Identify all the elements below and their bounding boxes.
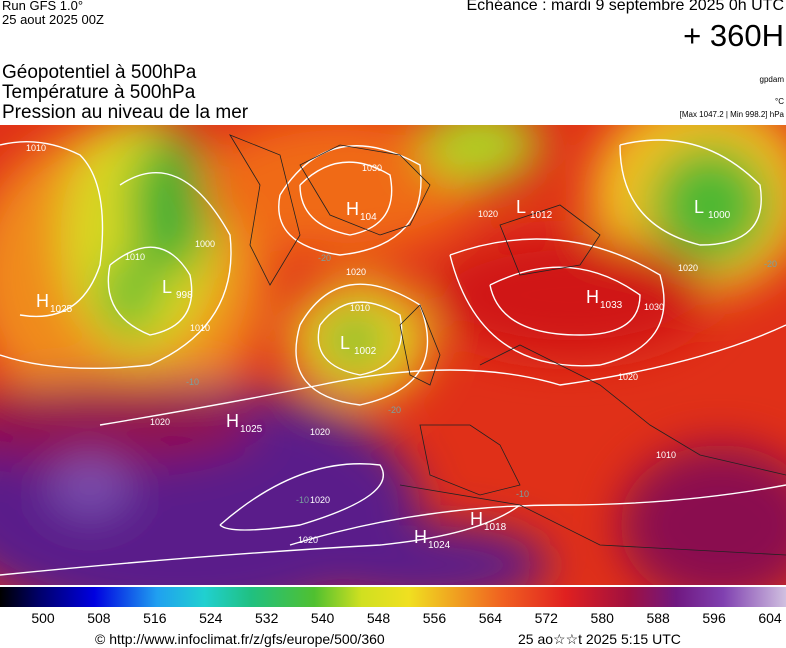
isobar-label: 1010 bbox=[190, 323, 210, 333]
temperature-label: -10 bbox=[296, 495, 309, 505]
isobar-label: 1010 bbox=[656, 450, 676, 460]
colorbar-label: 580 bbox=[590, 610, 614, 626]
center-type: H bbox=[226, 411, 239, 431]
center-value: 1018 bbox=[484, 522, 507, 533]
center-value: 1025 bbox=[240, 424, 263, 435]
footer-time: 25 ao☆☆t 2025 5:15 UTC bbox=[518, 631, 681, 647]
echeance: Echéance : mardi 9 septembre 2025 0h UTC bbox=[466, 0, 785, 14]
center-value: 1012 bbox=[530, 210, 553, 221]
center-value: 1025 bbox=[50, 304, 73, 315]
colorbar-label: 508 bbox=[87, 610, 111, 626]
run-date: 25 aout 2025 00Z bbox=[2, 12, 104, 27]
horizon: + 360H bbox=[683, 18, 784, 53]
colorbar-label: 532 bbox=[255, 610, 279, 626]
isobar-label: 1020 bbox=[346, 267, 366, 277]
center-type: H bbox=[470, 509, 483, 529]
center-type: L bbox=[694, 197, 704, 217]
colorbar-label: 604 bbox=[758, 610, 782, 626]
colorbar bbox=[0, 587, 786, 607]
colorbar-label: 556 bbox=[422, 610, 447, 626]
layer: Température à 500hPa bbox=[2, 82, 196, 103]
map: -20 -20 -10 -20 -10 -10 1010 1010 1000 1010 1020 10… bbox=[0, 125, 786, 585]
isobar-label: 1010 bbox=[125, 252, 145, 262]
isobar-label: 1010 bbox=[26, 143, 46, 153]
unit: gpdam bbox=[759, 75, 784, 84]
colorbar-label: 588 bbox=[646, 610, 670, 626]
coastlines bbox=[229, 134, 786, 556]
temperature-label: -10 bbox=[186, 377, 199, 387]
isobar-label: 1020 bbox=[618, 372, 638, 382]
isobar-label: 1020 bbox=[478, 209, 498, 219]
center-value: 1000 bbox=[708, 210, 731, 221]
isobar-label: 1020 bbox=[310, 495, 330, 505]
center-type: H bbox=[414, 527, 427, 547]
colorbar-label: 540 bbox=[310, 610, 335, 626]
isobar-label: 1020 bbox=[678, 263, 698, 273]
center-type: L bbox=[516, 197, 526, 217]
center-value: 1033 bbox=[600, 300, 623, 311]
temperature-label: -20 bbox=[764, 259, 777, 269]
isobar-label: 1020 bbox=[298, 535, 318, 545]
center-type: H bbox=[346, 199, 359, 219]
layer: Pression au niveau de la mer bbox=[2, 102, 249, 123]
center-value: 1024 bbox=[428, 540, 451, 551]
run: Run GFS 1.0° bbox=[2, 0, 84, 13]
colorbar-label: 572 bbox=[534, 610, 558, 626]
center-type: L bbox=[162, 277, 172, 297]
center-value: 104 bbox=[360, 212, 377, 223]
unit: °C bbox=[775, 97, 784, 106]
isobar-label: 1020 bbox=[310, 427, 330, 437]
center-value: 1002 bbox=[354, 346, 377, 357]
layer: Géopotentiel à 500hPa bbox=[2, 62, 197, 83]
center-type: H bbox=[36, 291, 49, 311]
colorbar-label: 524 bbox=[199, 610, 223, 626]
isobars bbox=[0, 139, 786, 576]
colorbar-label: 564 bbox=[478, 610, 503, 626]
isobar-label: 1030 bbox=[644, 302, 664, 312]
footer-source: © http://www.infoclimat.fr/z/gfs/europe/… bbox=[95, 631, 385, 647]
temperature-label: -20 bbox=[388, 405, 401, 415]
center-value: 998 bbox=[176, 290, 193, 301]
colorbar-label: 596 bbox=[702, 610, 726, 626]
temperature-label: -20 bbox=[318, 253, 331, 263]
colorbar-label: 548 bbox=[366, 610, 391, 626]
temperature-field bbox=[0, 125, 786, 585]
isobar-label: 1000 bbox=[195, 239, 215, 249]
colorbar-label: 516 bbox=[143, 610, 167, 626]
center-type: H bbox=[586, 287, 599, 307]
colorbar-label: 500 bbox=[31, 610, 55, 626]
isobar-label: 1020 bbox=[150, 417, 170, 427]
unit: [Max 1047.2 | Min 998.2] hPa bbox=[679, 110, 784, 119]
center-type: L bbox=[340, 333, 350, 353]
isobar-label: 1030 bbox=[362, 163, 382, 173]
isobar-label: 1010 bbox=[350, 303, 370, 313]
temperature-label: -10 bbox=[516, 489, 529, 499]
